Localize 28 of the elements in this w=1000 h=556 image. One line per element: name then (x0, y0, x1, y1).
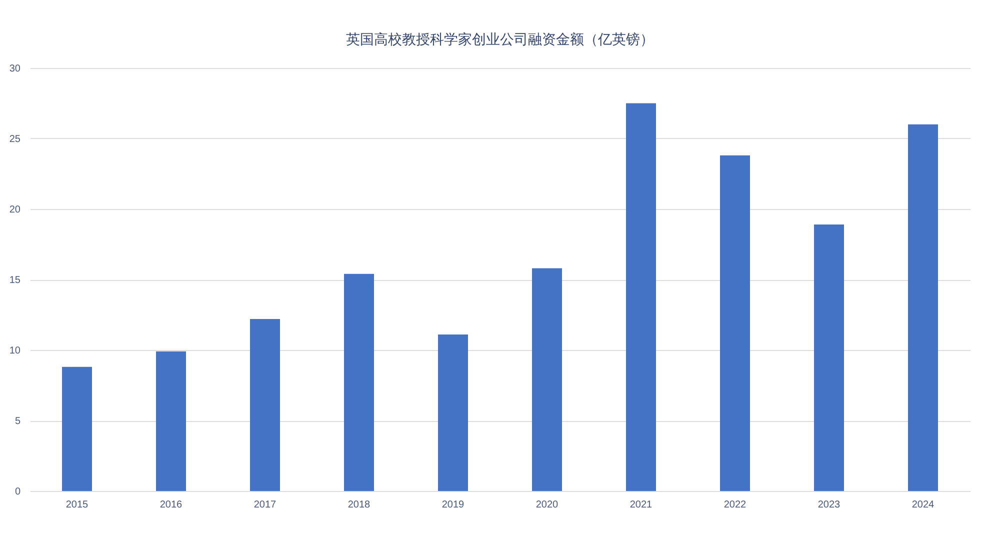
bar (250, 318, 280, 491)
x-tick-label: 2019 (442, 500, 465, 510)
x-tick-label: 2023 (818, 500, 841, 510)
bar (438, 334, 468, 491)
chart-title: 英国高校教授科学家创业公司融资金额（亿英镑） (346, 32, 654, 48)
x-tick-label: 2017 (254, 500, 277, 510)
x-tick-label: 2020 (536, 500, 559, 510)
bar (532, 268, 562, 491)
y-tick-label: 20 (9, 204, 21, 216)
bar (626, 103, 656, 491)
y-tick-label: 25 (9, 134, 21, 145)
y-tick-label: 5 (14, 416, 21, 427)
x-tick-label: 2018 (348, 500, 371, 510)
bar (814, 224, 844, 491)
x-tick-label: 2024 (912, 500, 935, 510)
bar (156, 351, 186, 491)
x-tick-label: 2016 (160, 500, 183, 510)
x-tick-label: 2021 (630, 500, 653, 510)
y-tick-label: 10 (9, 346, 21, 356)
x-tick-label: 2015 (66, 500, 89, 510)
bar (344, 274, 374, 491)
x-tick-label: 2022 (724, 500, 747, 510)
bar (720, 155, 750, 491)
y-tick-label: 0 (14, 486, 21, 498)
bar (908, 124, 938, 491)
y-tick-label: 15 (9, 275, 21, 286)
y-tick-label: 30 (9, 64, 21, 74)
bar (62, 366, 92, 491)
